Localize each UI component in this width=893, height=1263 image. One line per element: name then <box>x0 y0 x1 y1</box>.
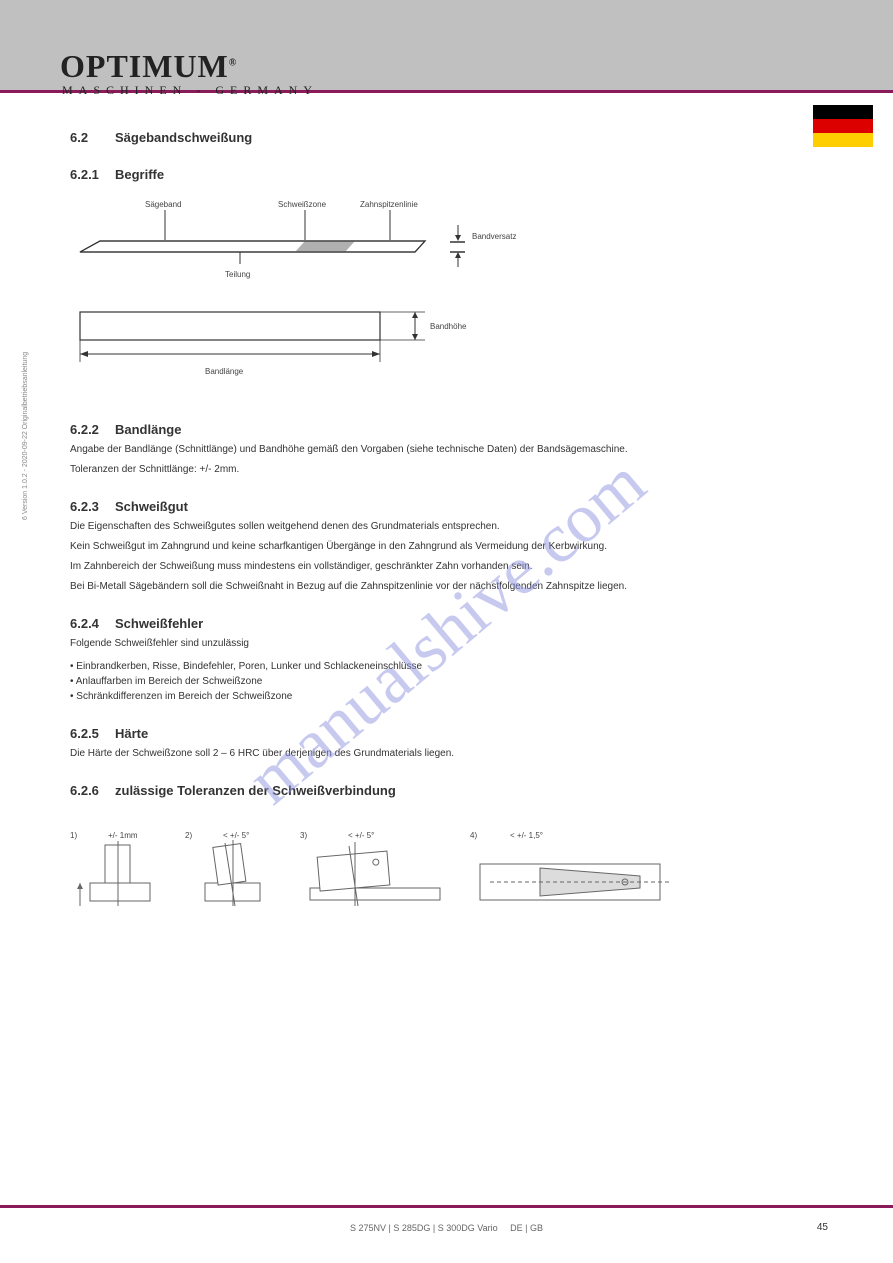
flag-stripe <box>813 105 873 119</box>
diag-label: Schweißzone <box>278 200 327 209</box>
fig-num: 2) <box>185 831 192 840</box>
list-item: • Anlauffarben im Bereich der Schweißzon… <box>70 674 810 689</box>
paragraph: Angabe der Bandlänge (Schnittlänge) und … <box>70 443 810 457</box>
list-text: Anlauffarben im Bereich der Schweißzone <box>76 676 263 687</box>
paragraph: Bei Bi-Metall Sägebändern soll die Schwe… <box>70 580 810 594</box>
heading-62: 6.2 Sägebandschweißung <box>70 130 810 145</box>
section-number: 6.2.5 <box>70 726 115 741</box>
section-624: 6.2.4 Schweißfehler Folgende Schweißfehl… <box>70 616 810 704</box>
fig-num: 1) <box>70 831 77 840</box>
section-626: 6.2.6 zulässige Toleranzen der Schweißve… <box>70 783 810 918</box>
diag-label: Bandlänge <box>205 367 244 376</box>
section-title: Begriffe <box>115 167 164 182</box>
brand-name: OPTIMUM® <box>60 48 318 85</box>
page-number: 45 <box>817 1222 828 1233</box>
section-622: 6.2.2 Bandlänge Angabe der Bandlänge (Sc… <box>70 422 810 477</box>
section-number: 6.2.4 <box>70 616 115 631</box>
flag-stripe <box>813 119 873 133</box>
section-625: 6.2.5 Härte Die Härte der Schweißzone so… <box>70 726 810 761</box>
diag-label: Zahnspitzenlinie <box>360 200 418 209</box>
section-title: Sägebandschweißung <box>115 130 252 145</box>
diag-label: Sägeband <box>145 200 181 209</box>
footer-text: S 275NV | S 285DG | S 300DG Vario DE | G… <box>0 1223 893 1233</box>
flag-stripe <box>813 133 873 147</box>
footer-divider <box>0 1205 893 1208</box>
section-number: 6.2.1 <box>70 167 115 182</box>
fig-num: 4) <box>470 831 477 840</box>
registered-mark: ® <box>229 57 237 68</box>
fault-list: • Einbrandkerben, Risse, Bindefehler, Po… <box>70 659 810 704</box>
tolerance-svg: 1) +/- 1mm 2) < +/- 5° <box>70 828 690 918</box>
paragraph: Kein Schweißgut im Zahngrund und keine s… <box>70 540 810 554</box>
tolerance-diagram: 1) +/- 1mm 2) < +/- 5° <box>70 828 810 918</box>
side-info: 6 Version 1.0.2 - 2020-09-22 Originalbet… <box>22 352 29 520</box>
section-title: zulässige Toleranzen der Schweißverbindu… <box>115 783 396 798</box>
footer-model: S 275NV | S 285DG | S 300DG Vario <box>350 1223 498 1233</box>
german-flag-icon <box>813 105 873 147</box>
section-title: Schweißfehler <box>115 616 203 631</box>
brand-tagline: MASCHINEN - GERMANY <box>60 83 318 98</box>
paragraph: Im Zahnbereich der Schweißung muss minde… <box>70 560 810 574</box>
section-number: 6.2.3 <box>70 499 115 514</box>
fig-tol: +/- 1mm <box>108 831 138 840</box>
brand-text: OPTIMUM <box>60 48 229 84</box>
section-623: 6.2.3 Schweißgut Die Eigenschaften des S… <box>70 499 810 594</box>
section-621: 6.2.1 Begriffe Sägeband Schweißzone Zahn… <box>70 167 810 397</box>
fig-num: 3) <box>300 831 307 840</box>
diag-label: Teilung <box>225 270 250 279</box>
fig-tol: < +/- 5° <box>223 831 249 840</box>
section-title: Schweißgut <box>115 499 188 514</box>
footer-version: DE | GB <box>510 1223 543 1233</box>
diagram-svg: Sägeband Schweißzone Zahnspitzenlinie Te… <box>70 197 530 397</box>
section-title: Härte <box>115 726 148 741</box>
list-item: • Schränkdifferenzen im Bereich der Schw… <box>70 689 810 704</box>
fig-tol: < +/- 5° <box>348 831 374 840</box>
paragraph: Die Härte der Schweißzone soll 2 – 6 HRC… <box>70 747 810 761</box>
section-number: 6.2.2 <box>70 422 115 437</box>
list-item: • Einbrandkerben, Risse, Bindefehler, Po… <box>70 659 810 674</box>
section-title: Bandlänge <box>115 422 181 437</box>
list-text: Einbrandkerben, Risse, Bindefehler, Pore… <box>76 661 422 672</box>
terms-diagram: Sägeband Schweißzone Zahnspitzenlinie Te… <box>70 197 810 397</box>
logo-block: OPTIMUM® MASCHINEN - GERMANY <box>60 48 318 98</box>
paragraph: Toleranzen der Schnittlänge: +/- 2mm. <box>70 463 810 477</box>
section-number: 6.2 <box>70 130 115 145</box>
list-text: Schränkdifferenzen im Bereich der Schwei… <box>76 691 292 702</box>
diag-label: Bandhöhe <box>430 322 467 331</box>
paragraph: Die Eigenschaften des Schweißgutes solle… <box>70 520 810 534</box>
paragraph: Folgende Schweißfehler sind unzulässig <box>70 637 810 651</box>
fig-tol: < +/- 1,5° <box>510 831 543 840</box>
page-content: 6.2 Sägebandschweißung 6.2.1 Begriffe Sä… <box>70 130 810 943</box>
diag-label: Bandversatz <box>472 232 516 241</box>
section-number: 6.2.6 <box>70 783 115 798</box>
